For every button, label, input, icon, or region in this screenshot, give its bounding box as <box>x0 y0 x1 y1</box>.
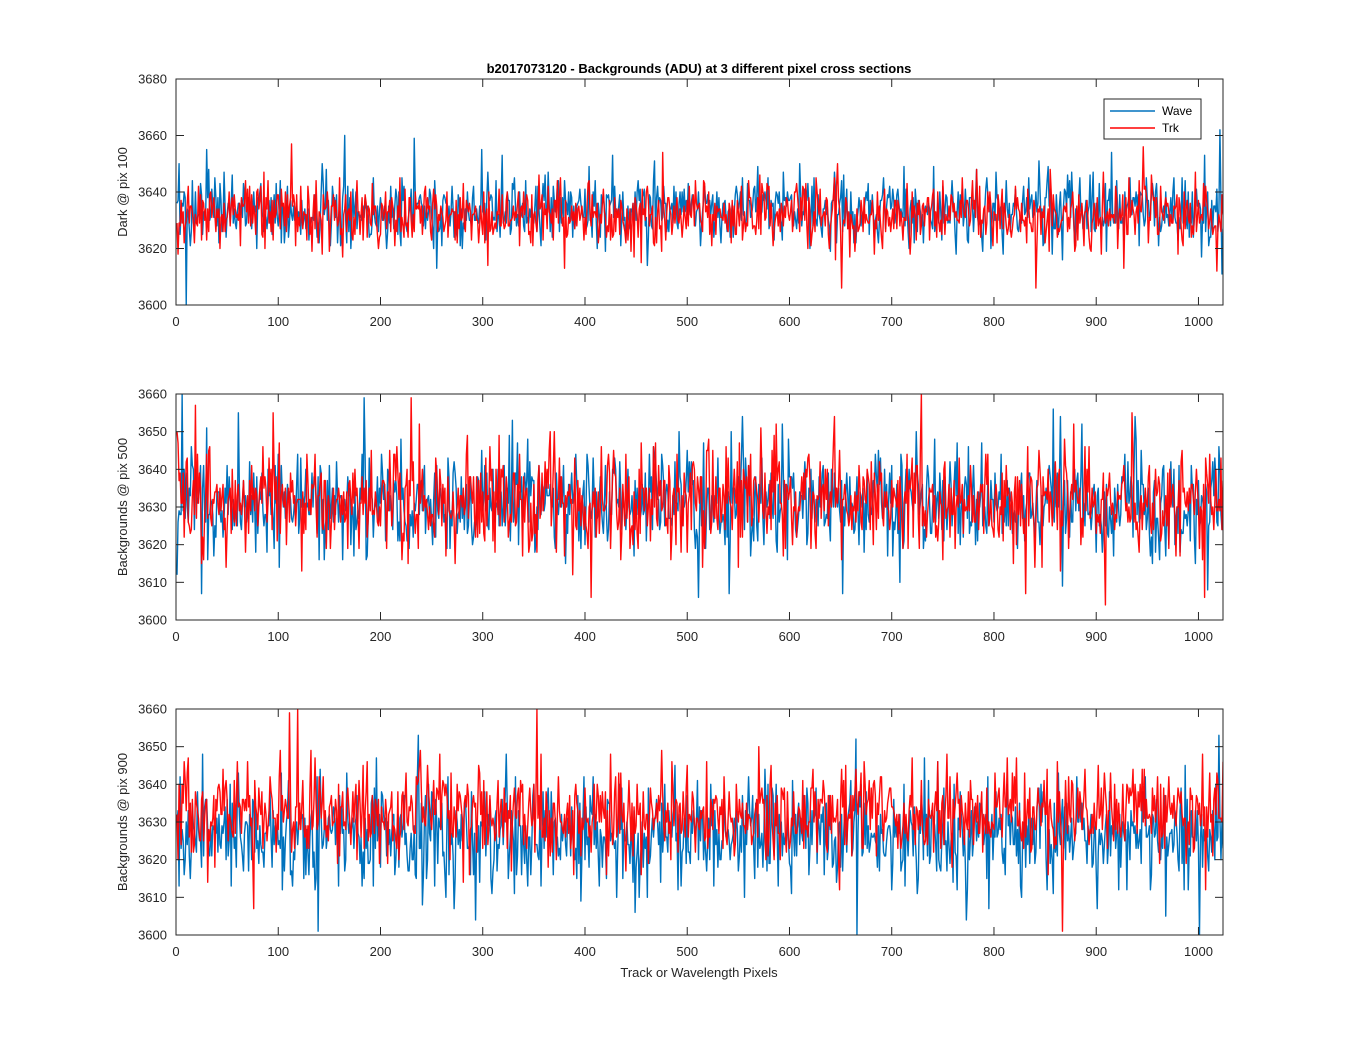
x-tick-label: 500 <box>676 944 698 959</box>
y-tick-label: 3600 <box>138 613 167 628</box>
y-tick-label: 3630 <box>138 815 167 830</box>
y-tick-label: 3680 <box>138 72 167 87</box>
x-tick-label: 900 <box>1085 629 1107 644</box>
y-axis-label: Backgrounds @ pix 900 <box>115 753 130 891</box>
y-tick-label: 3660 <box>138 702 167 717</box>
legend-label-trk: Trk <box>1162 121 1180 135</box>
series-trk-line <box>176 143 1223 289</box>
x-tick-label: 1000 <box>1184 629 1213 644</box>
x-tick-label: 100 <box>267 314 289 329</box>
y-axis-label: Dark @ pix 100 <box>115 147 130 237</box>
y-tick-label: 3650 <box>138 739 167 754</box>
x-tick-label: 100 <box>267 629 289 644</box>
x-tick-label: 400 <box>574 314 596 329</box>
x-tick-label: 600 <box>779 944 801 959</box>
y-tick-label: 3660 <box>138 387 167 402</box>
figure-title: b2017073120 - Backgrounds (ADU) at 3 dif… <box>487 61 912 76</box>
y-tick-label: 3640 <box>138 462 167 477</box>
series-trk-line <box>176 394 1223 606</box>
y-tick-label: 3610 <box>138 890 167 905</box>
x-tick-label: 900 <box>1085 314 1107 329</box>
panel-3: 0 100 200 300 400 500 600 700 800 900 1000 3600 3610… <box>115 702 1224 959</box>
x-tick-label: 700 <box>881 944 903 959</box>
x-tick-label: 600 <box>779 629 801 644</box>
x-tick-label: 900 <box>1085 944 1107 959</box>
x-tick-label: 500 <box>676 314 698 329</box>
x-tick-label: 0 <box>172 629 179 644</box>
x-tick-label: 400 <box>574 944 596 959</box>
legend-label-wave: Wave <box>1162 104 1193 118</box>
x-tick-label: 800 <box>983 944 1005 959</box>
panel-3-series <box>176 709 1223 935</box>
y-tick-label: 3660 <box>138 128 167 143</box>
x-tick-label: 500 <box>676 629 698 644</box>
y-tick-label: 3620 <box>138 241 167 256</box>
y-axis-label: Backgrounds @ pix 500 <box>115 438 130 576</box>
y-tick-label: 3640 <box>138 777 167 792</box>
x-tick-label: 800 <box>983 314 1005 329</box>
x-tick-label: 800 <box>983 629 1005 644</box>
legend-box <box>1103 98 1202 140</box>
y-tick-label: 3630 <box>138 500 167 515</box>
x-tick-label: 200 <box>370 629 392 644</box>
x-axis-label: Track or Wavelength Pixels <box>620 965 778 980</box>
legend: Wave Trk <box>1103 98 1202 140</box>
y-tick-label: 3600 <box>138 928 167 943</box>
y-tick-label: 3610 <box>138 575 167 590</box>
x-tick-label: 200 <box>370 944 392 959</box>
x-tick-label: 1000 <box>1184 314 1213 329</box>
y-tick-label: 3600 <box>138 298 167 313</box>
x-tick-label: 600 <box>779 314 801 329</box>
y-tick-label: 3620 <box>138 852 167 867</box>
panel-2-series <box>176 394 1223 606</box>
series-trk-line <box>176 709 1223 932</box>
x-tick-label: 700 <box>881 629 903 644</box>
x-tick-label: 300 <box>472 314 494 329</box>
panel-2: 0 100 200 300 400 500 600 700 800 900 1000 3600 3610… <box>115 387 1224 644</box>
x-tick-label: 400 <box>574 629 596 644</box>
series-wave-line <box>176 129 1223 305</box>
y-tick-label: 3650 <box>138 424 167 439</box>
x-tick-label: 0 <box>172 314 179 329</box>
x-tick-label: 1000 <box>1184 944 1213 959</box>
x-tick-label: 300 <box>472 944 494 959</box>
x-tick-label: 200 <box>370 314 392 329</box>
y-tick-label: 3640 <box>138 185 167 200</box>
panel-1-series <box>176 129 1223 305</box>
y-tick-label: 3620 <box>138 537 167 552</box>
panels: 0 100 200 300 400 500 600 700 800 900 100036003620… <box>115 72 1224 959</box>
x-tick-label: 700 <box>881 314 903 329</box>
x-tick-label: 300 <box>472 629 494 644</box>
panel-1: 0 100 200 300 400 500 600 700 800 900 1000 3600 3620… <box>115 72 1224 329</box>
x-tick-label: 100 <box>267 944 289 959</box>
x-tick-label: 0 <box>172 944 179 959</box>
